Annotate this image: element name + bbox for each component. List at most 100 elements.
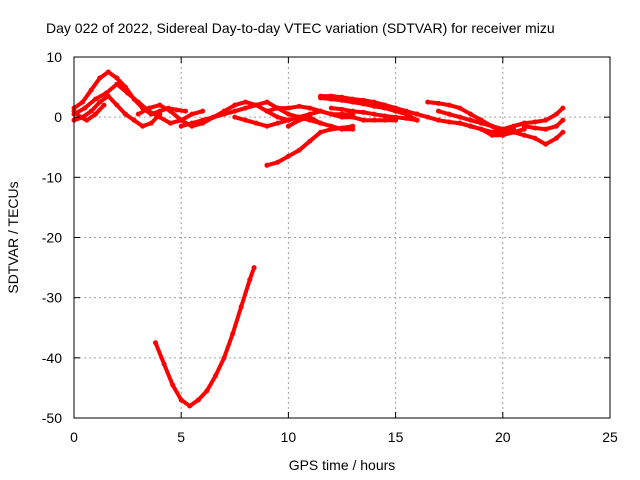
- data-point: [382, 105, 388, 111]
- data-point: [285, 153, 291, 159]
- data-point: [339, 106, 345, 112]
- data-point: [560, 117, 566, 123]
- data-point: [195, 397, 201, 403]
- data-point: [285, 111, 291, 117]
- x-tick-label: 25: [602, 429, 618, 445]
- chart-title: Day 022 of 2022, Sidereal Day-to-day VTE…: [46, 20, 555, 36]
- data-point: [478, 120, 484, 126]
- data-point: [371, 111, 377, 117]
- data-point: [425, 99, 431, 105]
- data-point: [307, 114, 313, 120]
- data-point: [425, 114, 431, 120]
- data-point: [371, 117, 377, 123]
- data-point: [360, 117, 366, 123]
- data-point: [543, 141, 549, 147]
- data-point: [189, 111, 195, 117]
- data-point: [468, 111, 474, 117]
- data-point: [435, 117, 441, 123]
- data-point: [285, 117, 291, 123]
- x-tick-label: 20: [495, 429, 511, 445]
- data-point: [140, 123, 146, 129]
- data-point: [318, 108, 324, 114]
- data-point: [478, 126, 484, 132]
- data-point: [457, 120, 463, 126]
- data-point: [296, 147, 302, 153]
- data-point: [328, 96, 334, 102]
- data-point: [318, 95, 324, 101]
- x-axis-ticks: 0 5 10 15 20 25: [70, 57, 618, 445]
- data-point: [167, 108, 173, 114]
- data-point: [350, 99, 356, 105]
- data-point: [131, 117, 137, 123]
- data-point: [243, 99, 249, 105]
- x-tick-label: 15: [388, 429, 404, 445]
- data-point: [553, 123, 559, 129]
- data-point: [247, 277, 253, 283]
- data-point: [393, 114, 399, 120]
- data-point: [97, 75, 103, 81]
- data-point: [114, 75, 120, 81]
- y-tick-label: 10: [46, 49, 62, 65]
- data-point: [125, 90, 131, 96]
- data-point: [253, 120, 259, 126]
- data-point: [97, 99, 103, 105]
- data-point: [88, 87, 94, 93]
- data-point: [489, 123, 495, 129]
- data-point: [553, 111, 559, 117]
- data-point: [77, 114, 83, 120]
- data-point: [88, 108, 94, 114]
- data-point: [275, 120, 281, 126]
- data-point: [532, 125, 538, 131]
- data-point: [560, 129, 566, 135]
- data-point: [264, 162, 270, 168]
- data-point: [393, 108, 399, 114]
- data-point: [446, 102, 452, 108]
- data-point: [339, 111, 345, 117]
- data-point: [251, 265, 257, 271]
- data-point: [414, 117, 420, 123]
- data-point: [80, 99, 86, 105]
- data-point: [532, 135, 538, 141]
- data-point: [457, 114, 463, 120]
- data-point: [230, 331, 236, 337]
- series-line-arc-11: [318, 94, 419, 117]
- data-point: [307, 105, 313, 111]
- data-point: [468, 123, 474, 129]
- data-point: [253, 102, 259, 108]
- series-line-arc-9: [265, 124, 355, 168]
- y-tick-label: 0: [54, 109, 62, 125]
- y-axis-ticks: -50 -40 -30 -20 -10 0 10: [42, 49, 610, 426]
- data-point: [360, 97, 366, 103]
- data-point: [122, 111, 128, 117]
- data-point: [264, 108, 270, 114]
- data-point: [264, 99, 270, 105]
- data-point: [114, 81, 120, 87]
- data-point: [243, 117, 249, 123]
- data-point: [511, 129, 517, 135]
- data-point: [468, 117, 474, 123]
- data-point: [553, 135, 559, 141]
- data-point: [403, 115, 409, 121]
- data-point: [105, 93, 111, 99]
- data-point: [189, 120, 195, 126]
- x-tick-label: 0: [70, 429, 78, 445]
- data-point: [221, 355, 227, 361]
- data-point: [101, 102, 107, 108]
- series-line-arc-7: [232, 109, 398, 129]
- data-point: [328, 105, 334, 111]
- data-point: [200, 117, 206, 123]
- data-point: [221, 111, 227, 117]
- data-point: [178, 123, 184, 129]
- data-point: [371, 103, 377, 109]
- y-tick-label: -50: [42, 410, 62, 426]
- data-point: [157, 111, 163, 117]
- data-point: [318, 129, 324, 135]
- data-point: [560, 105, 566, 111]
- data-point: [360, 109, 366, 115]
- data-point: [350, 126, 356, 132]
- data-point: [148, 120, 154, 126]
- y-tick-label: -30: [42, 290, 62, 306]
- data-point: [307, 138, 313, 144]
- data-point: [210, 114, 216, 120]
